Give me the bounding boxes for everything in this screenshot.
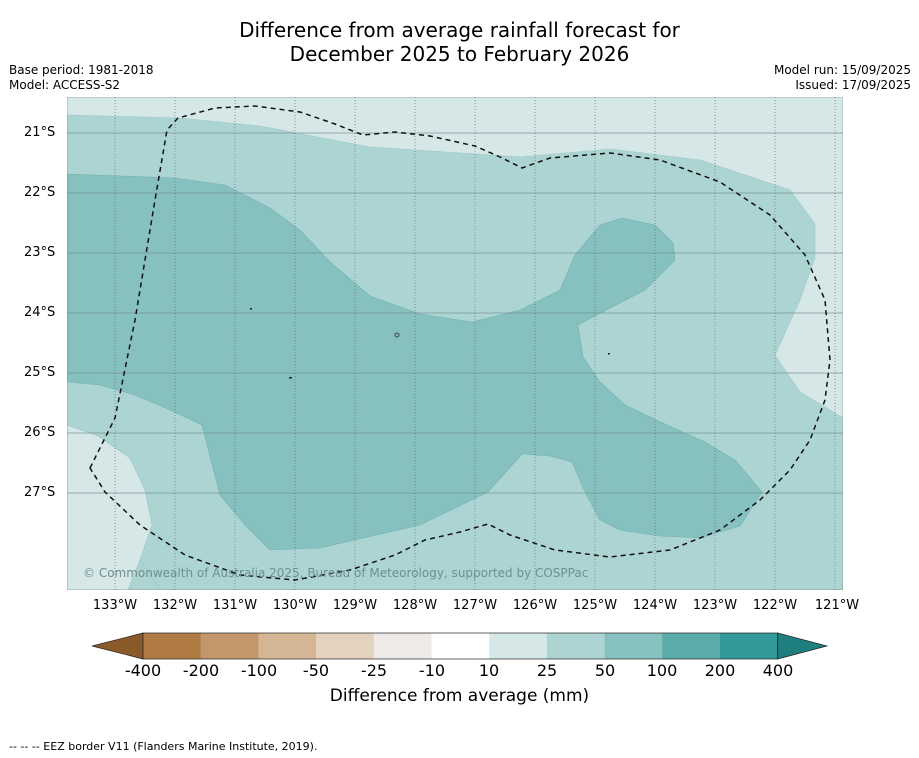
lon-label: 122°W: [752, 598, 798, 613]
colorbar-segment: [431, 633, 490, 659]
colorbar-segment: [489, 633, 548, 659]
lon-gridlines: [114, 97, 836, 590]
lat-label: 26°S: [24, 425, 56, 440]
copyright-notice: © Commonwealth of Australia 2025, Bureau…: [83, 566, 589, 580]
colorbar-tick-label: -400: [124, 661, 162, 680]
eez-border: [89, 105, 831, 581]
lon-label: 121°W: [814, 598, 860, 613]
colorbar-extend-low: [91, 632, 144, 660]
colorbar-tick-label: 200: [704, 661, 736, 680]
colorbar-segment: [546, 633, 606, 659]
lat-label: 21°S: [24, 125, 56, 140]
model-name: Model: ACCESS-S2: [9, 78, 121, 92]
colorbar-tick-label: 25: [536, 661, 558, 680]
eez-footnote: -- -- -- EEZ border V11 (Flanders Marine…: [9, 740, 318, 753]
title-line-2: December 2025 to February 2026: [289, 42, 630, 66]
lon-label: 124°W: [632, 598, 678, 613]
colorbar-tick-label: -100: [240, 661, 278, 680]
colorbar-tick-label: -50: [302, 661, 330, 680]
issued-date: Issued: 17/09/2025: [795, 78, 911, 92]
colorbar-tick-label: -200: [182, 661, 220, 680]
colorbar: [91, 632, 829, 660]
meta-left: Base period: 1981-2018 Model: ACCESS-S2: [9, 63, 154, 93]
meta-right: Model run: 15/09/2025 Issued: 17/09/2025: [774, 63, 911, 93]
lon-label: 126°W: [512, 598, 558, 613]
lon-label: 127°W: [452, 598, 498, 613]
lat-label: 22°S: [24, 185, 56, 200]
lat-label: 23°S: [24, 245, 56, 260]
colorbar-extend-high: [777, 632, 829, 660]
colorbar-tick-label: -25: [360, 661, 388, 680]
lat-label: 24°S: [24, 305, 56, 320]
base-period: Base period: 1981-2018: [9, 63, 154, 77]
lat-gridlines: [67, 132, 843, 494]
colorbar-tick-label: 50: [594, 661, 616, 680]
island-marker: [394, 332, 400, 338]
colorbar-tick-label: 400: [762, 661, 794, 680]
colorbar-segment: [258, 633, 317, 659]
colorbar-segment: [143, 633, 202, 659]
colorbar-segment: [316, 633, 375, 659]
island-marker: [250, 308, 252, 310]
lon-label: 129°W: [332, 598, 378, 613]
lat-label: 25°S: [24, 365, 56, 380]
colorbar-title: Difference from average (mm): [329, 686, 590, 706]
map-title: Difference from average rainfall forecas…: [0, 18, 919, 66]
lon-label: 132°W: [152, 598, 198, 613]
colorbar-segment: [720, 633, 779, 659]
title-line-1: Difference from average rainfall forecas…: [239, 18, 680, 42]
colorbar-tick-label: 10: [478, 661, 500, 680]
region-10-25-sw: [67, 424, 153, 590]
colorbar-tick-label: -10: [418, 661, 446, 680]
lon-label: 133°W: [92, 598, 138, 613]
island-marker: [608, 353, 610, 355]
lon-label: 131°W: [212, 598, 258, 613]
rainfall-map: [67, 97, 843, 590]
lon-label: 130°W: [272, 598, 318, 613]
lat-label: 27°S: [24, 485, 56, 500]
lon-label: 123°W: [692, 598, 738, 613]
colorbar-segment: [662, 633, 721, 659]
island-marker: [289, 377, 292, 379]
colorbar-segment: [604, 633, 663, 659]
lon-label: 125°W: [572, 598, 618, 613]
lon-label: 128°W: [392, 598, 438, 613]
colorbar-segment: [373, 633, 432, 659]
colorbar-outline: [142, 632, 779, 660]
colorbar-tick-label: 100: [646, 661, 678, 680]
model-run: Model run: 15/09/2025: [773, 63, 911, 77]
colorbar-segment: [200, 633, 259, 659]
